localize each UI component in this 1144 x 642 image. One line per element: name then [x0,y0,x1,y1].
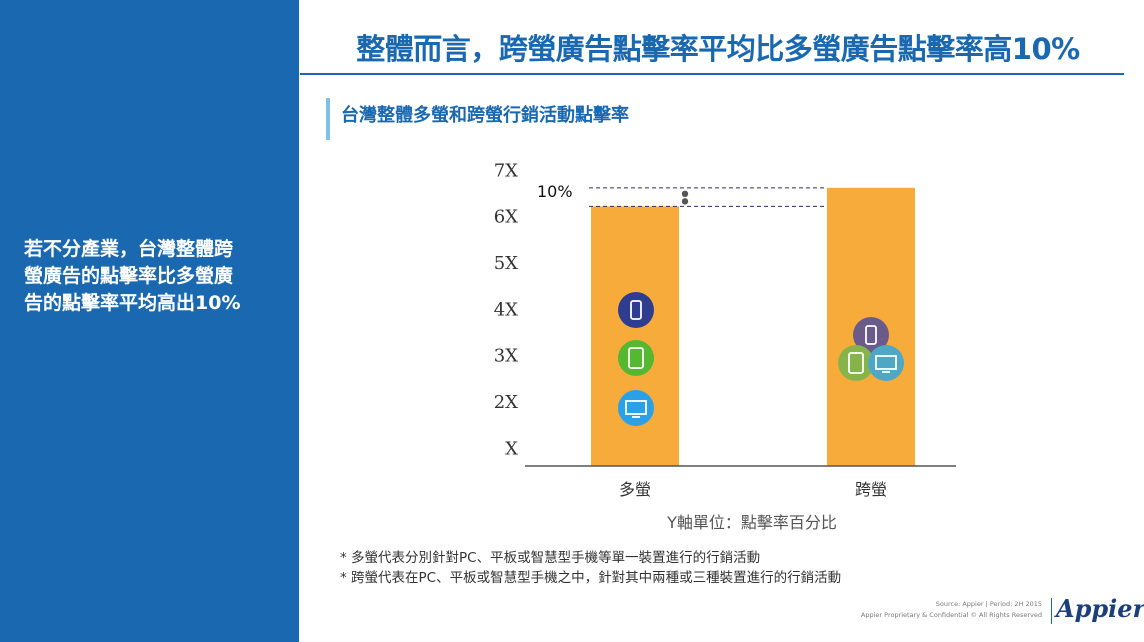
y-tick-label: 2X [494,392,518,413]
cross-screen-tablet-icon-glyph [848,352,864,374]
title-divider [300,73,1124,75]
annotation-arrow-top [681,190,689,198]
multi-screen-desktop-icon [618,390,654,426]
annotation-label: 10% [537,182,573,201]
cross-screen-tablet-icon [838,345,874,381]
cross-screen-desktop-icon [868,345,904,381]
summary-text: 若不分產業，台灣整體跨 螢廣告的點擊率比多螢廣 告的點擊率平均高出10% [24,238,241,314]
source-text: Source: Appier | Period: 2H 2015 Appier … [860,600,1042,619]
annotation-arrow-bottom [681,198,689,205]
multi-screen-tablet-icon [618,340,654,376]
x-axis-label: Y軸單位：點擊率百分比 [666,513,837,530]
footnote-multi-screen: * 多螢代表分別針對PC、平板或智慧型手機等單一裝置進行的行銷活動 [340,550,761,566]
y-tick-label: 5X [494,253,518,274]
footnotes: * 多螢代表分別針對PC、平板或智慧型手機等單一裝置進行的行銷活動 * 跨螢代表… [340,548,841,588]
logo-divider [1051,598,1052,624]
y-tick-label: 4X [494,299,518,320]
x-tick-label: 跨螢 [855,480,887,499]
appier-logo: Appier [1056,594,1144,623]
bar-multi-screen [591,206,679,466]
cross-screen-smartphone-icon-glyph [865,325,877,345]
y-tick-label: 3X [494,346,518,367]
y-tick-label: 7X [494,160,518,181]
page-title: 整體而言，跨螢廣告點擊率平均比多螢廣告點擊率高10% [356,32,1080,66]
multi-screen-tablet-icon-glyph [628,347,644,369]
x-tick-label: 多螢 [619,480,651,499]
cross-screen-desktop-icon-glyph [875,355,897,370]
multi-screen-smartphone-icon-glyph [630,300,642,320]
chart-subtitle: 台灣整體多螢和跨螢行銷活動點擊率 [341,105,629,126]
subtitle-accent-bar [326,98,330,140]
multi-screen-smartphone-icon [618,292,654,328]
y-tick-label: X [505,438,518,459]
footnote-cross-screen: * 跨螢代表在PC、平板或智慧型手機之中，針對其中兩種或三種裝置進行的行銷活動 [340,570,842,586]
left-summary-panel: 若不分產業，台灣整體跨 螢廣告的點擊率比多螢廣 告的點擊率平均高出10% [0,0,299,642]
multi-screen-desktop-icon-glyph [625,400,647,415]
cross-screen-smartphone-icon [853,317,889,353]
ctr-bar-chart: X 2X 3X 4X 5X 6X 7X 多螢 跨螢 Y軸單位：點擊率百分比 10% [494,160,956,530]
y-tick-label: 6X [494,207,518,228]
